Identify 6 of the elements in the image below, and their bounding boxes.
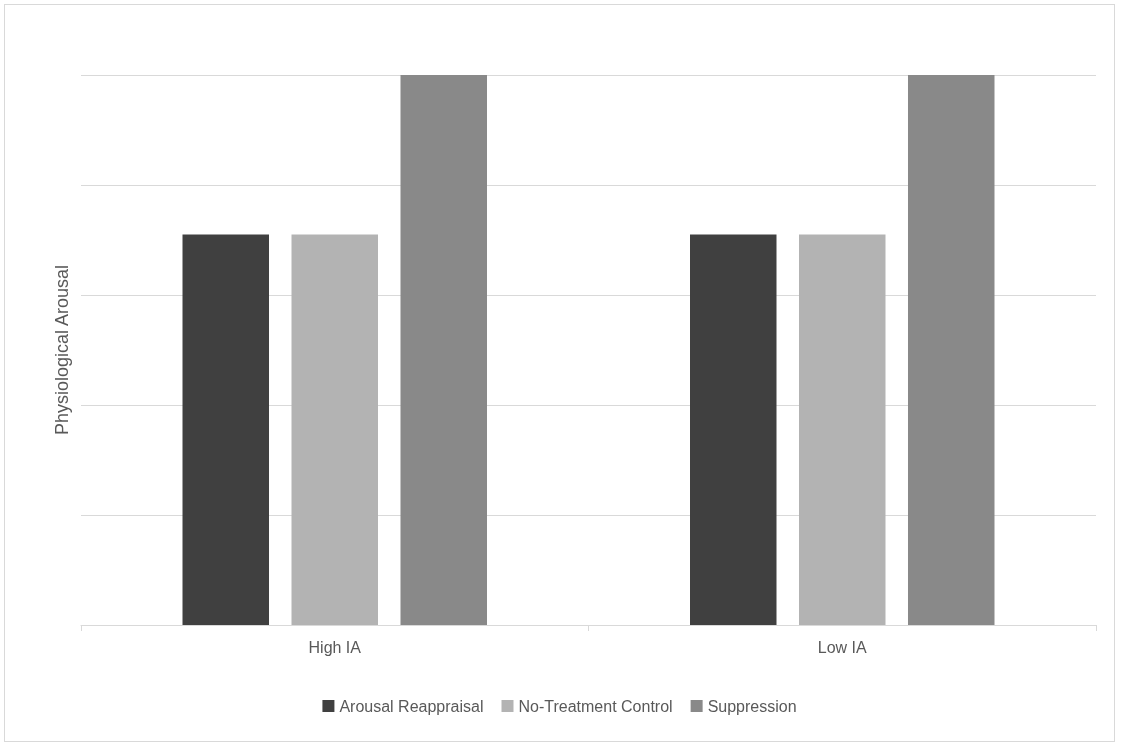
- y-axis-title: Physiological Arousal: [52, 264, 72, 436]
- x-tick-label: High IA: [308, 638, 362, 656]
- x-tick-label: Low IA: [817, 638, 868, 656]
- legend-label: No-Treatment Control: [518, 697, 673, 715]
- legend-label: Arousal Reappraisal: [339, 697, 484, 715]
- legend-label: Suppression: [707, 697, 797, 715]
